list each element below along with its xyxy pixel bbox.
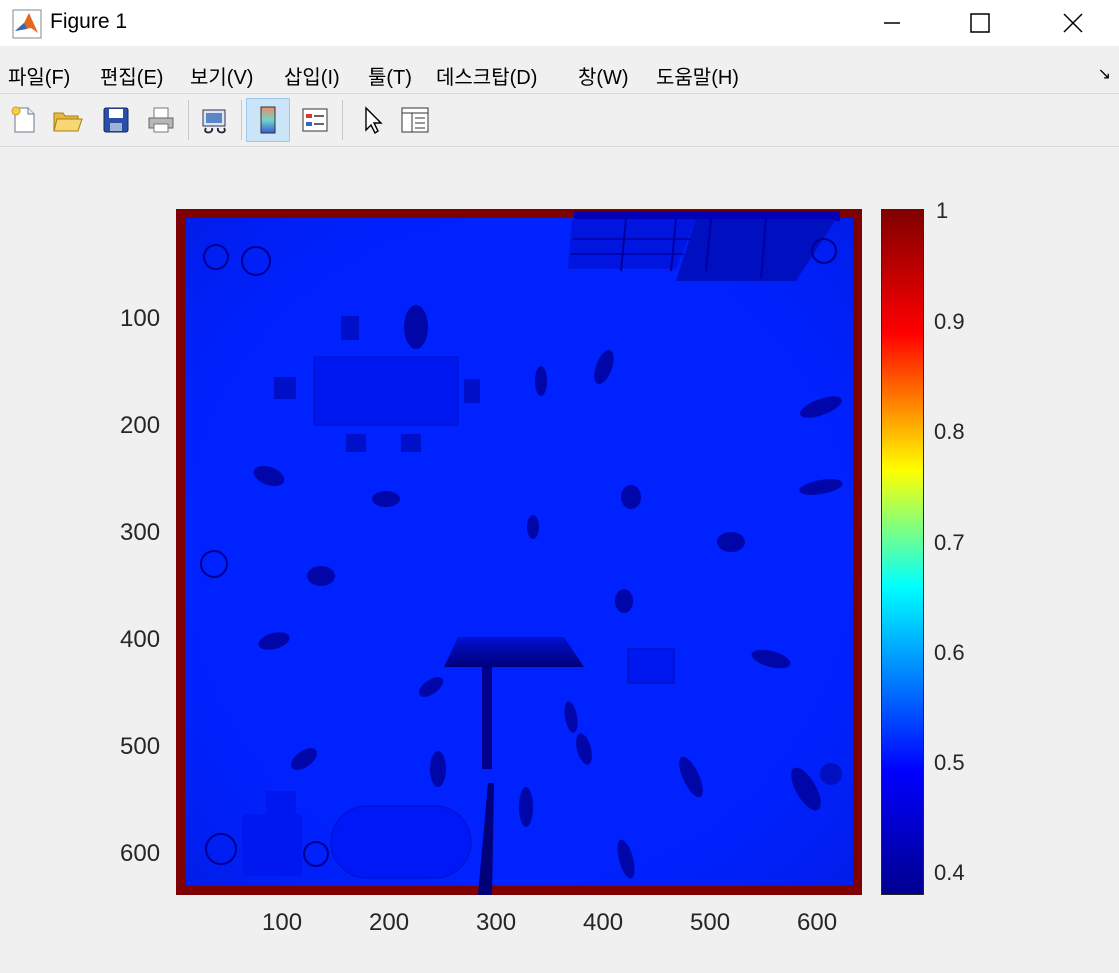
- insert-colorbar-button[interactable]: [246, 98, 290, 142]
- minimize-icon: [884, 22, 900, 24]
- x-tick-label: 600: [797, 909, 838, 936]
- y-tick-label: 200: [120, 412, 161, 439]
- table: [313, 356, 459, 426]
- x-tick-label: 100: [262, 909, 303, 936]
- x-tick-label: 300: [476, 909, 517, 936]
- plants: [200, 238, 837, 867]
- armchair-back: [266, 791, 296, 817]
- sofa: [330, 805, 472, 879]
- toolbar-separator: [342, 100, 343, 140]
- colorbar-tick-label: 0.7: [934, 530, 965, 555]
- colorbar-tick-label: 0.4: [934, 860, 965, 885]
- insert-legend-button[interactable]: [293, 98, 337, 142]
- chairs: [274, 316, 480, 452]
- menu-help[interactable]: 도움말(H): [656, 67, 739, 89]
- menu-insert[interactable]: 삽입(I): [284, 67, 340, 89]
- minimize-button[interactable]: [846, 0, 938, 46]
- window-title: Figure 1: [50, 10, 128, 33]
- colorbar[interactable]: [881, 209, 924, 895]
- colorbar-tick-label: 0.8: [934, 419, 965, 444]
- desk: [444, 637, 584, 667]
- desk-leg: [482, 667, 492, 769]
- menu-tools[interactable]: 툴(T): [368, 67, 412, 89]
- open-file-button[interactable]: [46, 98, 90, 142]
- y-tick-label: 400: [120, 626, 161, 653]
- toolbar-separator-line: [0, 146, 1119, 147]
- pole: [478, 783, 494, 895]
- x-tick-label: 200: [369, 909, 410, 936]
- property-inspector-button[interactable]: [393, 98, 437, 142]
- y-tick-label: 600: [120, 840, 161, 867]
- print-icon: [148, 107, 174, 133]
- menu-bar: 파일(F) 편집(E) 보기(V) 삽입(I) 툴(T) 데스크탑(D) 창(W…: [0, 56, 1119, 92]
- colorbar-tick-label: 0.9: [934, 309, 965, 334]
- box: [627, 648, 675, 684]
- toolbar-separator: [241, 100, 242, 140]
- maximize-button[interactable]: [934, 0, 1026, 46]
- save-button[interactable]: [94, 98, 138, 142]
- armchair: [242, 814, 302, 876]
- colorbar-tick-label: 1: [936, 198, 949, 223]
- x-tick-label: 500: [690, 909, 731, 936]
- new-figure-icon: [11, 106, 35, 133]
- menu-edit[interactable]: 편집(E): [100, 67, 164, 89]
- edit-plot-button[interactable]: [349, 98, 393, 142]
- matlab-icon: [12, 9, 42, 39]
- title-bar: Figure 1: [0, 0, 1119, 46]
- people: [253, 305, 843, 879]
- x-tick-label: 400: [583, 909, 624, 936]
- menu-desktop[interactable]: 데스크탑(D): [436, 67, 538, 89]
- menu-separator: [0, 93, 1119, 94]
- image-vignette: [185, 218, 853, 886]
- edit-plot-icon: [365, 106, 383, 135]
- toolbar-separator: [188, 100, 189, 140]
- menu-file[interactable]: 파일(F): [8, 67, 71, 89]
- menu-view[interactable]: 보기(V): [190, 67, 254, 89]
- image-plot[interactable]: [176, 209, 862, 895]
- menu-window[interactable]: 창(W): [578, 67, 629, 89]
- maximize-icon: [970, 13, 990, 33]
- open-file-icon: [53, 112, 83, 132]
- link-plot-button[interactable]: [193, 98, 237, 142]
- figure-toolbar: [0, 96, 1119, 146]
- insert-legend-icon: [302, 108, 328, 132]
- dock-arrow-icon[interactable]: ↘: [1097, 66, 1111, 83]
- colorbar-tick-label: 0.6: [934, 640, 965, 665]
- insert-colorbar-icon: [260, 106, 276, 134]
- property-inspector-icon: [401, 107, 429, 133]
- y-tick-label: 100: [120, 305, 161, 332]
- print-button[interactable]: [139, 98, 183, 142]
- save-icon: [103, 107, 129, 133]
- close-icon: [1063, 13, 1083, 33]
- close-button[interactable]: [1027, 0, 1119, 46]
- top-right-structure: [568, 211, 840, 281]
- bin: [820, 763, 842, 785]
- new-figure-button[interactable]: [2, 98, 46, 142]
- y-tick-label: 300: [120, 519, 161, 546]
- y-tick-label: 500: [120, 733, 161, 760]
- colorbar-tick-label: 0.5: [934, 750, 965, 775]
- link-plot-icon: [202, 109, 226, 134]
